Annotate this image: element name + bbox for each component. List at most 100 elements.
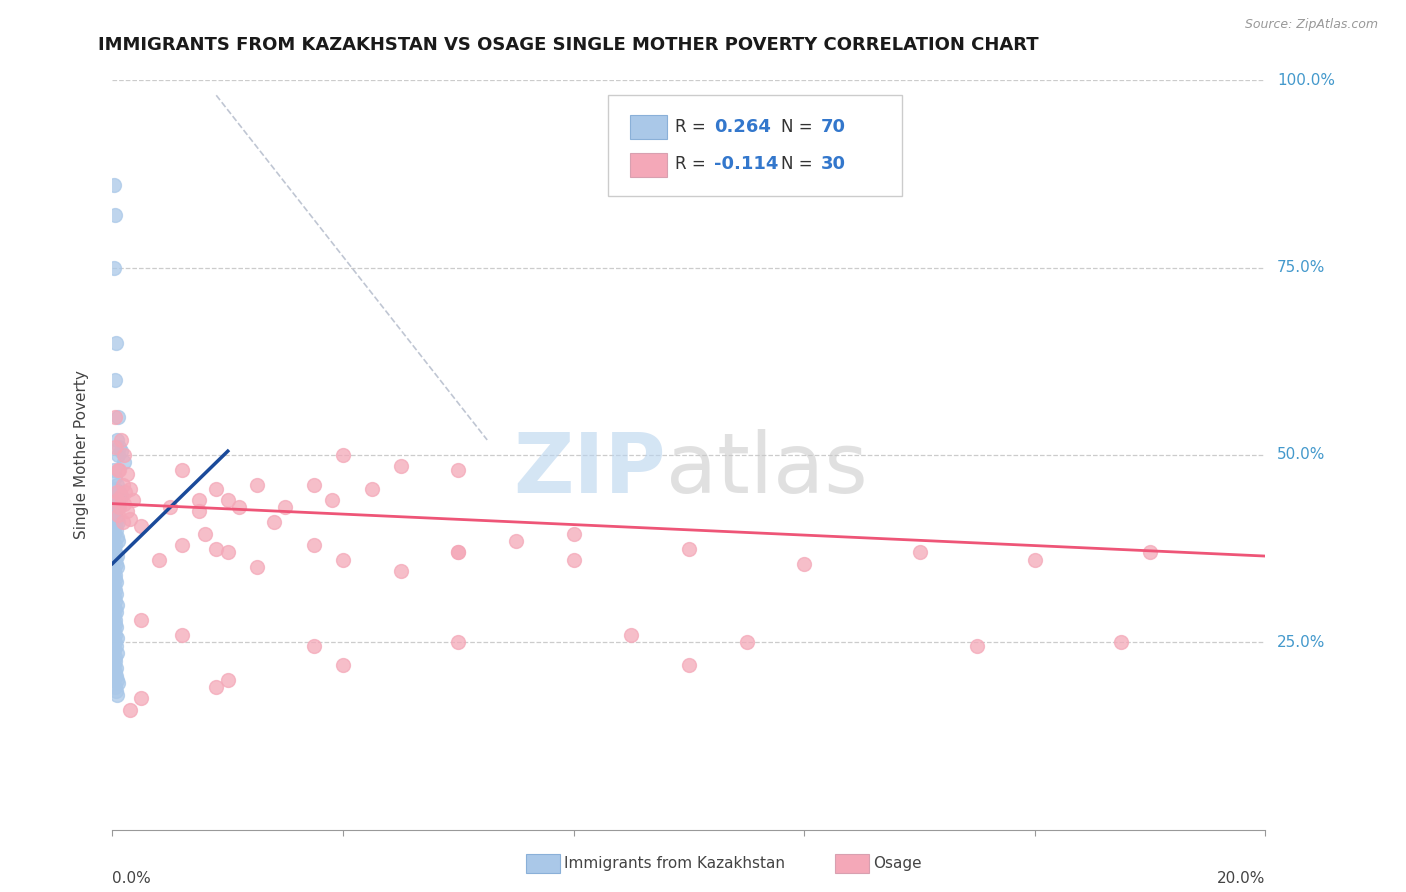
Point [447, 463, 470, 477]
Point [170, 463, 193, 477]
Point [107, 410, 129, 425]
Point [966, 639, 988, 653]
Point [107, 676, 129, 690]
Y-axis label: Single Mother Poverty: Single Mother Poverty [75, 370, 89, 540]
Point [389, 564, 412, 578]
Point [104, 639, 127, 653]
Point [562, 526, 585, 541]
Point [103, 657, 125, 672]
FancyBboxPatch shape [630, 153, 666, 177]
Point [170, 628, 193, 642]
Point [104, 567, 127, 582]
Point [108, 500, 131, 515]
Text: 70: 70 [820, 119, 845, 136]
Point [620, 628, 643, 642]
Text: 0.0%: 0.0% [112, 871, 152, 886]
Text: N =: N = [782, 119, 818, 136]
Point [104, 519, 127, 533]
Point [188, 492, 211, 507]
Text: 50.0%: 50.0% [1277, 448, 1326, 462]
Text: N =: N = [782, 155, 818, 173]
Point [104, 575, 127, 590]
Point [205, 541, 228, 556]
Point [332, 657, 354, 672]
Point [104, 441, 127, 455]
Point [104, 661, 127, 675]
Text: 30: 30 [820, 155, 845, 173]
Point [205, 482, 228, 496]
Text: 100.0%: 100.0% [1277, 73, 1334, 87]
Point [107, 534, 129, 549]
Point [118, 511, 141, 525]
Point [105, 497, 128, 511]
Point [246, 560, 269, 574]
Point [104, 620, 127, 634]
Point [105, 549, 128, 563]
Text: Source: ZipAtlas.com: Source: ZipAtlas.com [1244, 18, 1378, 31]
Point [103, 624, 125, 638]
Point [107, 448, 129, 462]
Point [108, 463, 131, 477]
Text: Osage: Osage [873, 856, 922, 871]
Point [104, 616, 127, 631]
Point [304, 538, 326, 552]
Point [108, 441, 131, 455]
Point [447, 635, 470, 649]
Point [217, 545, 239, 559]
Point [105, 673, 128, 687]
Point [110, 433, 132, 447]
Point [104, 523, 127, 537]
Point [103, 609, 125, 624]
Point [217, 492, 239, 507]
Point [107, 516, 129, 530]
Point [105, 478, 128, 492]
Point [105, 492, 128, 507]
Point [115, 504, 138, 518]
FancyBboxPatch shape [609, 95, 903, 196]
Point [678, 657, 700, 672]
Point [105, 598, 128, 612]
Point [103, 178, 125, 193]
Point [360, 482, 382, 496]
Point [104, 553, 127, 567]
Point [121, 492, 143, 507]
Point [205, 680, 228, 694]
Point [1024, 553, 1046, 567]
Point [1139, 545, 1161, 559]
Point [104, 586, 127, 600]
Point [103, 463, 125, 477]
Point [110, 489, 132, 503]
Point [274, 500, 297, 515]
Point [111, 478, 134, 492]
Point [107, 500, 129, 515]
Point [148, 553, 170, 567]
Text: R =: R = [675, 155, 711, 173]
Point [103, 579, 125, 593]
Point [105, 632, 128, 646]
Point [104, 665, 127, 680]
Point [105, 688, 128, 702]
Point [304, 639, 326, 653]
Point [735, 635, 758, 649]
Point [104, 605, 127, 619]
Text: -0.114: -0.114 [714, 155, 779, 173]
Point [103, 260, 125, 275]
Point [105, 433, 128, 447]
Point [104, 545, 127, 559]
Point [129, 613, 153, 627]
Point [170, 538, 193, 552]
Point [104, 470, 127, 484]
Point [129, 691, 153, 706]
Text: 25.0%: 25.0% [1277, 635, 1326, 649]
Point [104, 492, 127, 507]
Point [447, 545, 470, 559]
Point [217, 673, 239, 687]
Point [108, 485, 131, 500]
Point [908, 545, 931, 559]
Point [103, 591, 125, 605]
Point [332, 553, 354, 567]
Point [129, 519, 153, 533]
Point [107, 463, 129, 477]
Point [304, 478, 326, 492]
Point [104, 335, 127, 350]
